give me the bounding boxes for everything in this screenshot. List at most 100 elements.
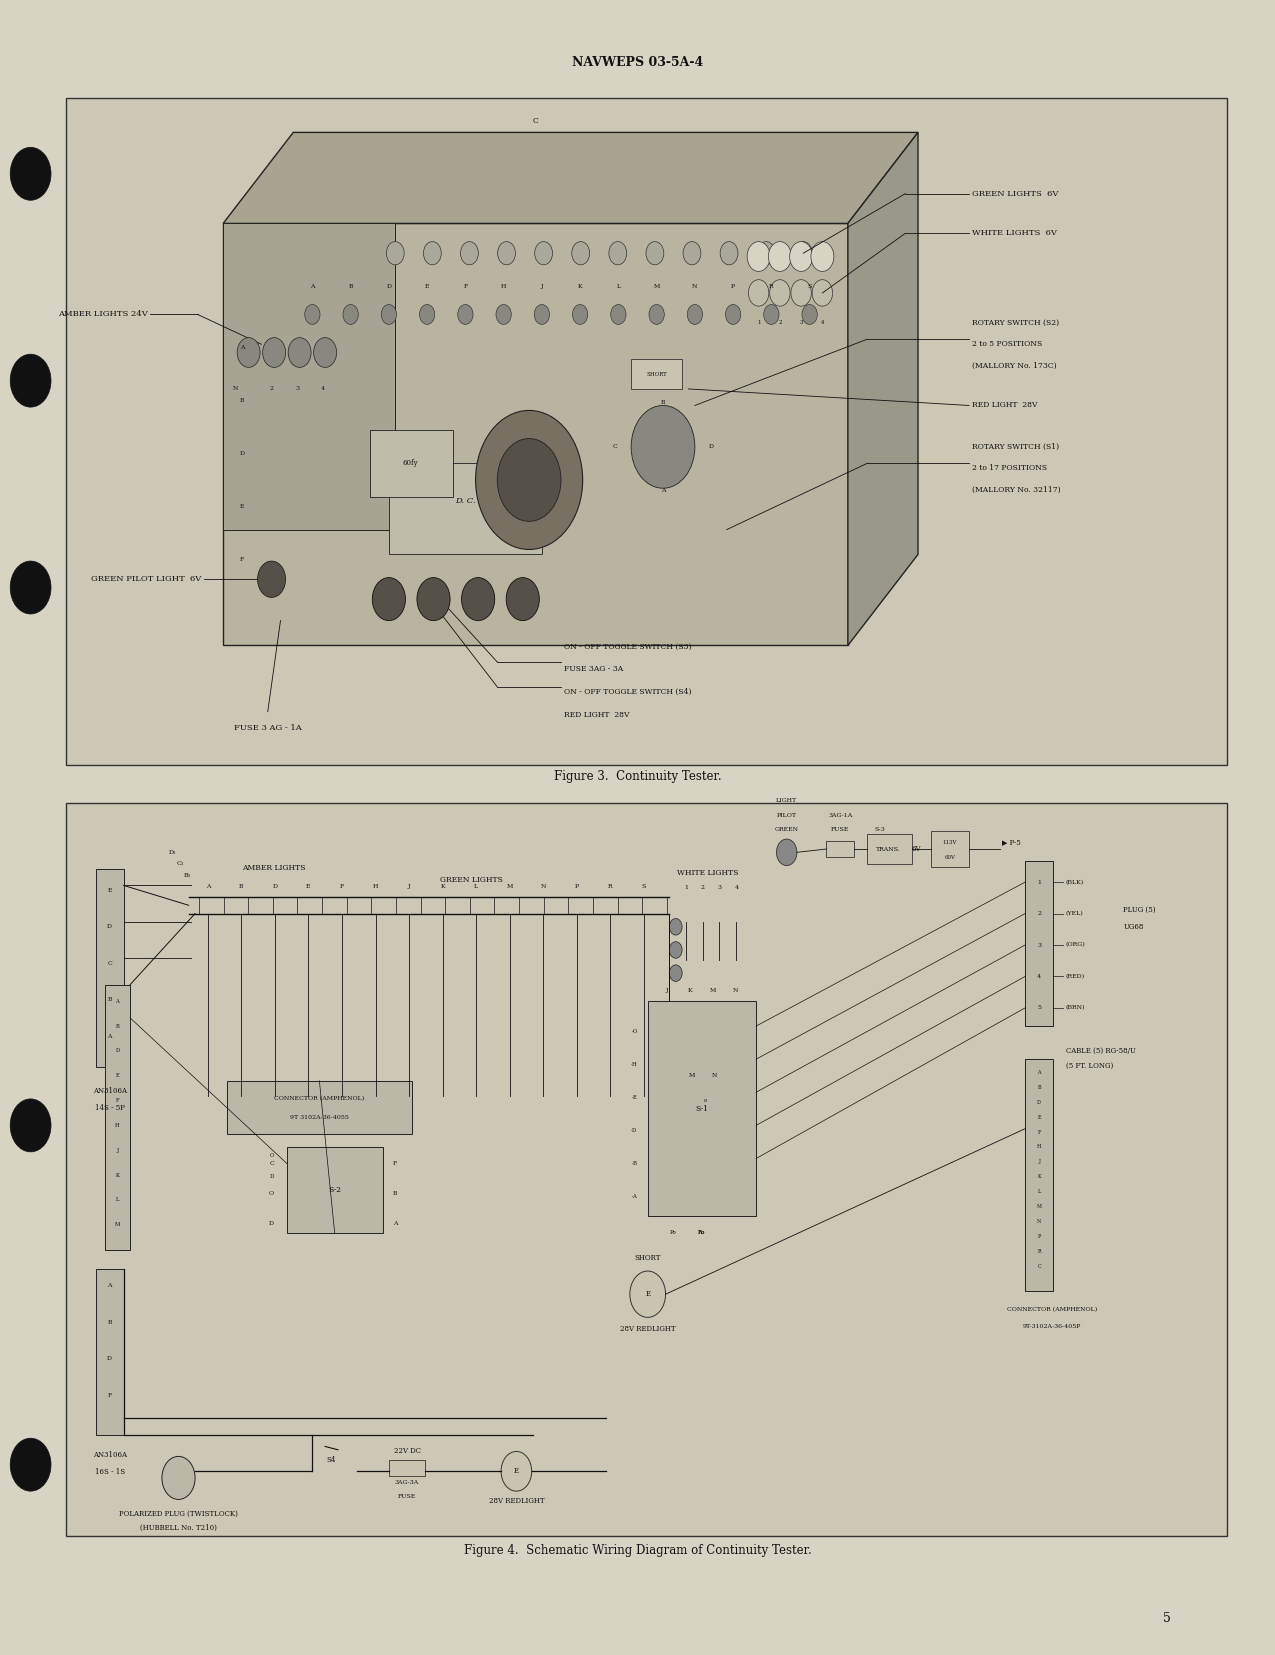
Bar <box>867 834 912 864</box>
Text: 3: 3 <box>1037 942 1042 948</box>
Circle shape <box>646 242 664 265</box>
Circle shape <box>720 242 738 265</box>
Text: (BRN): (BRN) <box>1066 1005 1085 1011</box>
Text: H: H <box>501 283 506 290</box>
Text: N: N <box>541 884 546 889</box>
Circle shape <box>462 578 495 621</box>
Text: B: B <box>348 283 353 290</box>
Bar <box>227 1081 412 1134</box>
Text: N: N <box>711 1072 717 1079</box>
Circle shape <box>497 439 561 521</box>
Text: ROTARY SWITCH (S2): ROTARY SWITCH (S2) <box>972 319 1058 326</box>
Text: -A: -A <box>631 1193 638 1200</box>
Text: (YEL): (YEL) <box>1066 910 1084 917</box>
Text: R: R <box>1038 1248 1040 1254</box>
Text: -O: -O <box>631 1028 638 1034</box>
Text: 3: 3 <box>718 885 722 890</box>
Text: 16S - 1S: 16S - 1S <box>94 1468 125 1476</box>
Text: PLUG (5): PLUG (5) <box>1123 907 1155 914</box>
Bar <box>66 98 1227 765</box>
Bar <box>648 1001 756 1216</box>
Circle shape <box>381 305 397 324</box>
Text: 22V DC: 22V DC <box>394 1448 422 1455</box>
Text: K: K <box>687 988 692 993</box>
Text: N: N <box>233 386 238 392</box>
Circle shape <box>10 1438 51 1491</box>
Text: 2 to 5 POSITIONS: 2 to 5 POSITIONS <box>972 341 1042 348</box>
Text: L: L <box>474 884 478 889</box>
Circle shape <box>769 242 792 271</box>
Text: L: L <box>116 1197 119 1203</box>
Text: C: C <box>533 118 538 124</box>
Text: F: F <box>340 884 344 889</box>
Text: GREEN LIGHTS  6V: GREEN LIGHTS 6V <box>972 190 1058 197</box>
Text: 9T-3102A-36-405P: 9T-3102A-36-405P <box>1023 1324 1081 1329</box>
Text: NAVWEPS 03-5A-4: NAVWEPS 03-5A-4 <box>572 56 703 70</box>
Text: -H: -H <box>631 1061 638 1067</box>
Text: E: E <box>306 884 311 889</box>
Circle shape <box>571 242 589 265</box>
Circle shape <box>609 242 627 265</box>
Circle shape <box>343 305 358 324</box>
Text: C: C <box>1038 1263 1040 1269</box>
Text: AN3106A: AN3106A <box>93 1087 126 1096</box>
Circle shape <box>314 338 337 367</box>
Text: 2: 2 <box>269 386 274 392</box>
Text: K: K <box>578 283 583 290</box>
Text: D₁: D₁ <box>168 849 176 856</box>
Text: E: E <box>107 887 112 894</box>
Text: (BLK): (BLK) <box>1066 879 1084 885</box>
Text: R: R <box>608 884 613 889</box>
Text: F: F <box>463 283 468 290</box>
Bar <box>66 803 1227 1536</box>
Text: N: N <box>733 988 738 993</box>
Text: J: J <box>666 988 668 993</box>
Text: 2: 2 <box>701 885 705 890</box>
Text: Ro: Ro <box>697 1230 705 1235</box>
Bar <box>96 869 124 1067</box>
Text: AMBER LIGHTS: AMBER LIGHTS <box>242 864 306 872</box>
Text: (HUBBELL No. T210): (HUBBELL No. T210) <box>140 1524 217 1533</box>
Circle shape <box>10 1099 51 1152</box>
Text: POLARIZED PLUG (TWISTLOCK): POLARIZED PLUG (TWISTLOCK) <box>119 1509 238 1518</box>
Circle shape <box>496 305 511 324</box>
Text: S4: S4 <box>326 1456 337 1463</box>
Text: FUSE: FUSE <box>398 1493 416 1499</box>
Text: 1: 1 <box>683 885 689 890</box>
Text: J: J <box>116 1147 119 1154</box>
Text: ON - OFF TOGGLE SWITCH (S3): ON - OFF TOGGLE SWITCH (S3) <box>564 644 691 650</box>
Bar <box>826 841 854 857</box>
Text: M: M <box>653 283 660 290</box>
Text: D: D <box>269 1173 274 1180</box>
Text: SHORT: SHORT <box>646 371 667 377</box>
Text: L: L <box>1038 1188 1040 1195</box>
Text: B: B <box>107 996 112 1003</box>
Text: RED LIGHT  28V: RED LIGHT 28V <box>972 402 1037 409</box>
Text: -D: -D <box>631 1127 638 1134</box>
Circle shape <box>611 305 626 324</box>
Text: D: D <box>107 923 112 930</box>
Text: Figure 4.  Schematic Wiring Diagram of Continuity Tester.: Figure 4. Schematic Wiring Diagram of Co… <box>464 1544 811 1557</box>
Text: Po: Po <box>669 1230 677 1235</box>
Circle shape <box>631 405 695 488</box>
Text: GREEN LIGHTS: GREEN LIGHTS <box>440 875 504 884</box>
Text: F: F <box>240 556 245 563</box>
Text: D: D <box>709 444 714 450</box>
Circle shape <box>669 919 682 935</box>
Text: C: C <box>612 444 617 450</box>
Circle shape <box>757 242 775 265</box>
Text: S-1: S-1 <box>695 1106 709 1112</box>
Text: 2: 2 <box>778 319 782 326</box>
Bar <box>1025 861 1053 1026</box>
Circle shape <box>776 839 797 866</box>
Text: C₃: C₃ <box>176 861 184 867</box>
Text: 60V: 60V <box>945 854 955 861</box>
Text: M: M <box>1037 1203 1042 1210</box>
Text: 4: 4 <box>1037 973 1042 980</box>
Text: LIGHT: LIGHT <box>776 798 797 803</box>
Circle shape <box>630 1271 666 1317</box>
Circle shape <box>458 305 473 324</box>
Text: 4: 4 <box>320 386 325 392</box>
Text: M: M <box>688 1072 696 1079</box>
Bar <box>631 359 682 389</box>
